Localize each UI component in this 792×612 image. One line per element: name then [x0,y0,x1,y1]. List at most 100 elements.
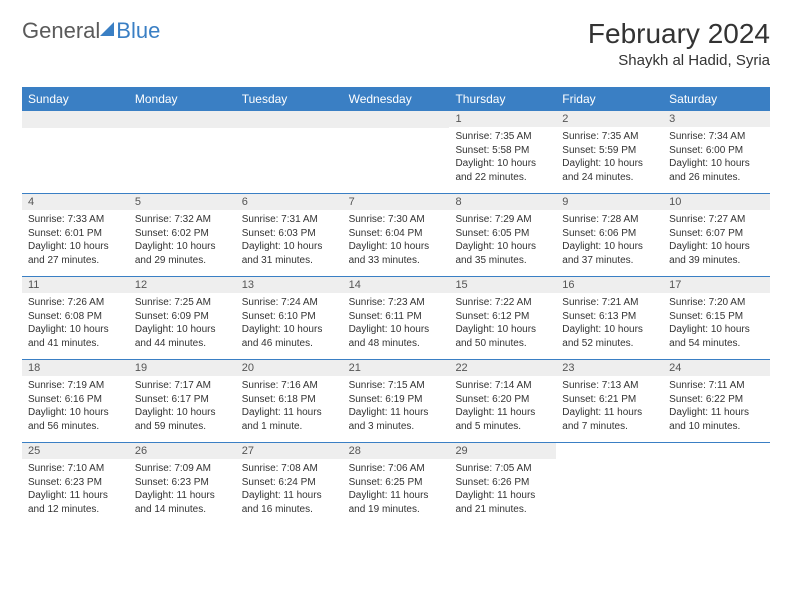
day-sunrise-text: Sunrise: 7:15 AM [349,379,444,393]
day-cell: 3Sunrise: 7:34 AMSunset: 6:00 PMDaylight… [663,111,770,193]
empty-day-cell [556,443,663,525]
day-dl2-text: and 37 minutes. [562,254,657,268]
day-body: Sunrise: 7:11 AMSunset: 6:22 PMDaylight:… [663,376,770,437]
day-dl1-text: Daylight: 10 hours [242,240,337,254]
title-block: February 2024 Shaykh al Hadid, Syria [588,18,770,69]
day-number: 4 [22,194,129,210]
day-dl2-text: and 16 minutes. [242,503,337,517]
day-dl1-text: Daylight: 10 hours [455,157,550,171]
day-body: Sunrise: 7:35 AMSunset: 5:58 PMDaylight:… [449,127,556,188]
week-row: 25Sunrise: 7:10 AMSunset: 6:23 PMDayligh… [22,442,770,525]
day-dl1-text: Daylight: 10 hours [562,240,657,254]
logo-triangle-icon [100,22,114,36]
day-sunset-text: Sunset: 6:15 PM [669,310,764,324]
day-dl2-text: and 27 minutes. [28,254,123,268]
day-sunrise-text: Sunrise: 7:19 AM [28,379,123,393]
day-header-tuesday: Tuesday [236,87,343,111]
day-cell: 19Sunrise: 7:17 AMSunset: 6:17 PMDayligh… [129,360,236,442]
header-row: General Blue February 2024 Shaykh al Had… [22,18,770,69]
day-dl1-text: Daylight: 11 hours [669,406,764,420]
day-number: 25 [22,443,129,459]
day-dl2-text: and 29 minutes. [135,254,230,268]
day-sunset-text: Sunset: 6:19 PM [349,393,444,407]
day-sunrise-text: Sunrise: 7:13 AM [562,379,657,393]
day-cell: 16Sunrise: 7:21 AMSunset: 6:13 PMDayligh… [556,277,663,359]
day-header-monday: Monday [129,87,236,111]
day-sunset-text: Sunset: 6:23 PM [28,476,123,490]
day-body: Sunrise: 7:35 AMSunset: 5:59 PMDaylight:… [556,127,663,188]
day-number: 27 [236,443,343,459]
day-sunset-text: Sunset: 6:00 PM [669,144,764,158]
day-dl2-text: and 59 minutes. [135,420,230,434]
day-cell: 1Sunrise: 7:35 AMSunset: 5:58 PMDaylight… [449,111,556,193]
day-dl2-text: and 7 minutes. [562,420,657,434]
day-cell: 20Sunrise: 7:16 AMSunset: 6:18 PMDayligh… [236,360,343,442]
day-number: 24 [663,360,770,376]
day-number: 11 [22,277,129,293]
day-number: 28 [343,443,450,459]
day-number: 13 [236,277,343,293]
day-cell: 9Sunrise: 7:28 AMSunset: 6:06 PMDaylight… [556,194,663,276]
day-header-thursday: Thursday [449,87,556,111]
day-dl1-text: Daylight: 11 hours [349,406,444,420]
day-header-wednesday: Wednesday [343,87,450,111]
day-body: Sunrise: 7:23 AMSunset: 6:11 PMDaylight:… [343,293,450,354]
day-dl1-text: Daylight: 10 hours [28,406,123,420]
day-sunrise-text: Sunrise: 7:30 AM [349,213,444,227]
day-sunrise-text: Sunrise: 7:22 AM [455,296,550,310]
logo: General Blue [22,18,160,44]
day-cell: 17Sunrise: 7:20 AMSunset: 6:15 PMDayligh… [663,277,770,359]
day-body: Sunrise: 7:29 AMSunset: 6:05 PMDaylight:… [449,210,556,271]
day-sunset-text: Sunset: 6:03 PM [242,227,337,241]
day-number: 3 [663,111,770,127]
day-cell: 12Sunrise: 7:25 AMSunset: 6:09 PMDayligh… [129,277,236,359]
day-sunset-text: Sunset: 6:13 PM [562,310,657,324]
day-sunrise-text: Sunrise: 7:16 AM [242,379,337,393]
day-number: 9 [556,194,663,210]
day-dl2-text: and 3 minutes. [349,420,444,434]
day-sunrise-text: Sunrise: 7:11 AM [669,379,764,393]
day-body: Sunrise: 7:06 AMSunset: 6:25 PMDaylight:… [343,459,450,520]
day-number: 5 [129,194,236,210]
day-dl1-text: Daylight: 10 hours [455,323,550,337]
day-dl1-text: Daylight: 11 hours [242,489,337,503]
logo-text-blue: Blue [116,18,160,44]
day-sunrise-text: Sunrise: 7:27 AM [669,213,764,227]
day-sunset-text: Sunset: 6:04 PM [349,227,444,241]
day-number: 18 [22,360,129,376]
day-dl1-text: Daylight: 11 hours [455,406,550,420]
day-dl2-text: and 44 minutes. [135,337,230,351]
day-body: Sunrise: 7:31 AMSunset: 6:03 PMDaylight:… [236,210,343,271]
day-sunrise-text: Sunrise: 7:17 AM [135,379,230,393]
day-sunrise-text: Sunrise: 7:23 AM [349,296,444,310]
day-dl2-text: and 21 minutes. [455,503,550,517]
day-sunrise-text: Sunrise: 7:20 AM [669,296,764,310]
day-sunset-text: Sunset: 6:01 PM [28,227,123,241]
day-cell: 4Sunrise: 7:33 AMSunset: 6:01 PMDaylight… [22,194,129,276]
day-sunset-text: Sunset: 6:07 PM [669,227,764,241]
location-label: Shaykh al Hadid, Syria [588,52,770,69]
day-dl1-text: Daylight: 10 hours [135,240,230,254]
day-sunset-text: Sunset: 6:11 PM [349,310,444,324]
day-dl1-text: Daylight: 11 hours [455,489,550,503]
day-body: Sunrise: 7:30 AMSunset: 6:04 PMDaylight:… [343,210,450,271]
day-body: Sunrise: 7:27 AMSunset: 6:07 PMDaylight:… [663,210,770,271]
day-cell: 11Sunrise: 7:26 AMSunset: 6:08 PMDayligh… [22,277,129,359]
day-dl1-text: Daylight: 11 hours [28,489,123,503]
day-sunrise-text: Sunrise: 7:24 AM [242,296,337,310]
day-dl1-text: Daylight: 10 hours [349,323,444,337]
empty-day-cell [343,111,450,193]
day-dl2-text: and 35 minutes. [455,254,550,268]
day-body: Sunrise: 7:22 AMSunset: 6:12 PMDaylight:… [449,293,556,354]
day-number: 22 [449,360,556,376]
day-number: 8 [449,194,556,210]
weeks-container: 1Sunrise: 7:35 AMSunset: 5:58 PMDaylight… [22,111,770,525]
day-number: 6 [236,194,343,210]
empty-day-cell [129,111,236,193]
day-body: Sunrise: 7:20 AMSunset: 6:15 PMDaylight:… [663,293,770,354]
day-sunrise-text: Sunrise: 7:06 AM [349,462,444,476]
day-dl1-text: Daylight: 11 hours [349,489,444,503]
day-body: Sunrise: 7:32 AMSunset: 6:02 PMDaylight:… [129,210,236,271]
month-title: February 2024 [588,18,770,50]
day-number: 15 [449,277,556,293]
